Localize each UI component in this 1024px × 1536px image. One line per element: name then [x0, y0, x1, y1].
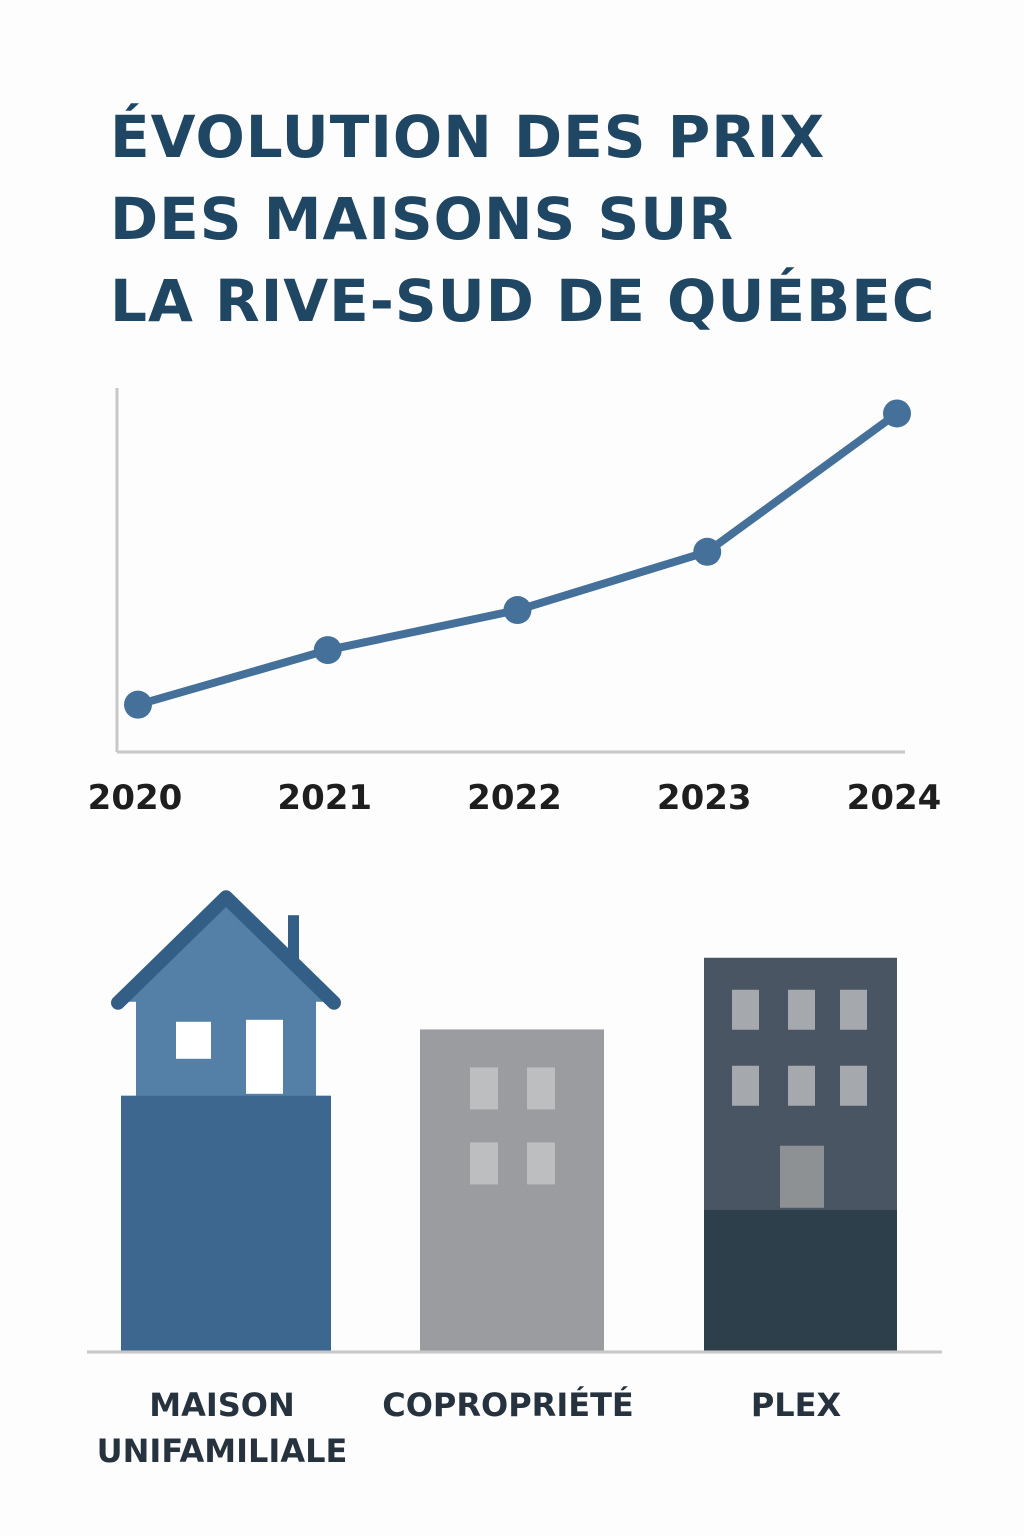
decoration [470, 1067, 498, 1110]
decoration [470, 1142, 498, 1185]
decoration [788, 989, 815, 1030]
decoration [176, 1021, 211, 1059]
chart-title: ÉVOLUTION DES PRIX DES MAISONS SUR LA RI… [110, 103, 936, 335]
decoration [246, 1019, 283, 1094]
decoration [780, 1145, 824, 1208]
decoration [840, 989, 867, 1030]
decoration [788, 1065, 815, 1106]
point [883, 399, 911, 428]
x-tick-label: 2020 [87, 778, 183, 818]
bar [420, 1029, 604, 1352]
decoration [121, 1095, 331, 1352]
decoration [840, 1065, 867, 1106]
x-tick-label: 2021 [277, 778, 373, 818]
point [313, 636, 342, 665]
x-tick-label: COPROPRIÉTÉ [382, 1386, 634, 1424]
decoration [527, 1067, 555, 1110]
decoration [527, 1142, 555, 1185]
x-tick-label: MAISON UNIFAMILIALE [96, 1386, 348, 1470]
decoration [732, 1065, 759, 1106]
x-tick-label: 2024 [846, 778, 942, 818]
decoration [288, 915, 299, 966]
x-tick-label: PLEX [750, 1386, 842, 1424]
decoration [704, 1210, 897, 1352]
decoration [732, 989, 759, 1030]
line [136, 410, 900, 709]
x-tick-label: 2023 [656, 778, 752, 818]
point [693, 537, 722, 566]
point [503, 596, 532, 625]
point [124, 690, 152, 719]
decoration [111, 890, 341, 1010]
x-tick-label: 2022 [467, 778, 562, 818]
